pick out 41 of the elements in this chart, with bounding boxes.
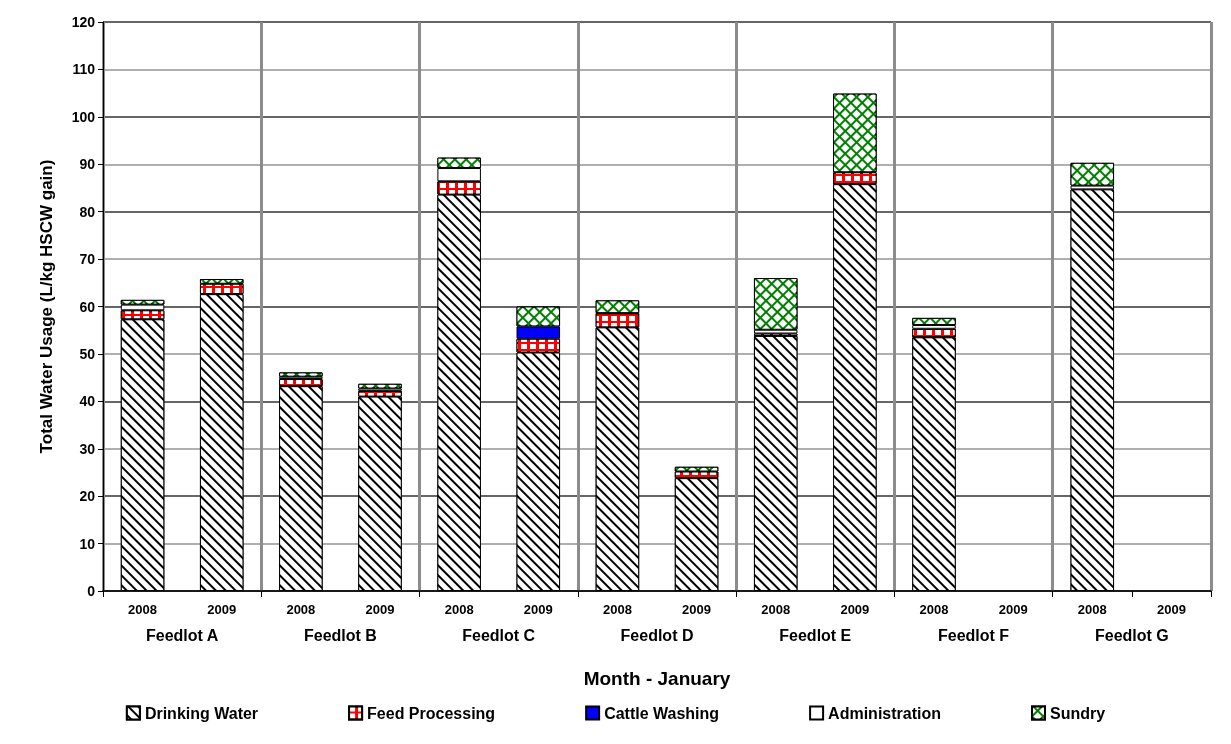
y-tick-label: 100 bbox=[71, 108, 96, 125]
legend-label: Sundry bbox=[1049, 704, 1106, 722]
text: Feedlot G bbox=[1094, 626, 1169, 644]
y-tick-label: 30 bbox=[79, 440, 96, 457]
x-tick-label: 2008 bbox=[602, 602, 632, 617]
legend-label: Cattle Washing bbox=[604, 704, 720, 722]
x-tick-label: 2009 bbox=[523, 602, 553, 617]
text: Feedlot E bbox=[779, 626, 852, 644]
text: Feedlot C bbox=[462, 626, 536, 644]
y-tick-label: 90 bbox=[79, 156, 96, 173]
y-tick-label: 60 bbox=[79, 298, 96, 315]
legend-label: Feed Processing bbox=[367, 704, 496, 722]
x-tick-label: 2008 bbox=[919, 602, 949, 617]
text: Feedlot A bbox=[145, 626, 219, 644]
y-tick-label: 10 bbox=[79, 535, 96, 552]
x-axis-title: Month - January bbox=[583, 668, 731, 689]
legend-label: Administration bbox=[828, 704, 941, 722]
x-tick-label: 2008 bbox=[1077, 602, 1107, 617]
x-tick-label: 2008 bbox=[286, 602, 316, 617]
x-tick-label: 2009 bbox=[207, 602, 237, 617]
x-tick-label: 2009 bbox=[365, 602, 395, 617]
text: Feedlot B bbox=[303, 626, 377, 644]
x-tick-label: 2008 bbox=[444, 602, 474, 617]
y-axis-title: Total Water Usage (L/kg HSCW gain) bbox=[37, 159, 56, 454]
y-tick-label: 110 bbox=[72, 61, 96, 78]
y-tick-label: 80 bbox=[79, 203, 96, 220]
y-tick-label: 120 bbox=[71, 14, 96, 30]
y-tick-label: 20 bbox=[79, 488, 96, 505]
x-tick-label: 2008 bbox=[128, 602, 158, 617]
y-tick-label: 40 bbox=[79, 393, 96, 410]
legend-label: Drinking Water bbox=[144, 704, 259, 722]
x-tick-label: 2008 bbox=[761, 602, 791, 617]
x-tick-label: 2009 bbox=[840, 602, 870, 617]
x-tick-label: 2009 bbox=[1156, 602, 1186, 617]
y-tick-label: 0 bbox=[87, 583, 96, 599]
text: Feedlot F bbox=[938, 626, 1010, 644]
y-tick-label: 70 bbox=[79, 251, 96, 268]
text: Feedlot D bbox=[620, 626, 694, 644]
y-tick-label: 50 bbox=[79, 345, 96, 362]
x-tick-label: 2009 bbox=[682, 602, 712, 617]
x-tick-label: 2009 bbox=[998, 602, 1028, 617]
